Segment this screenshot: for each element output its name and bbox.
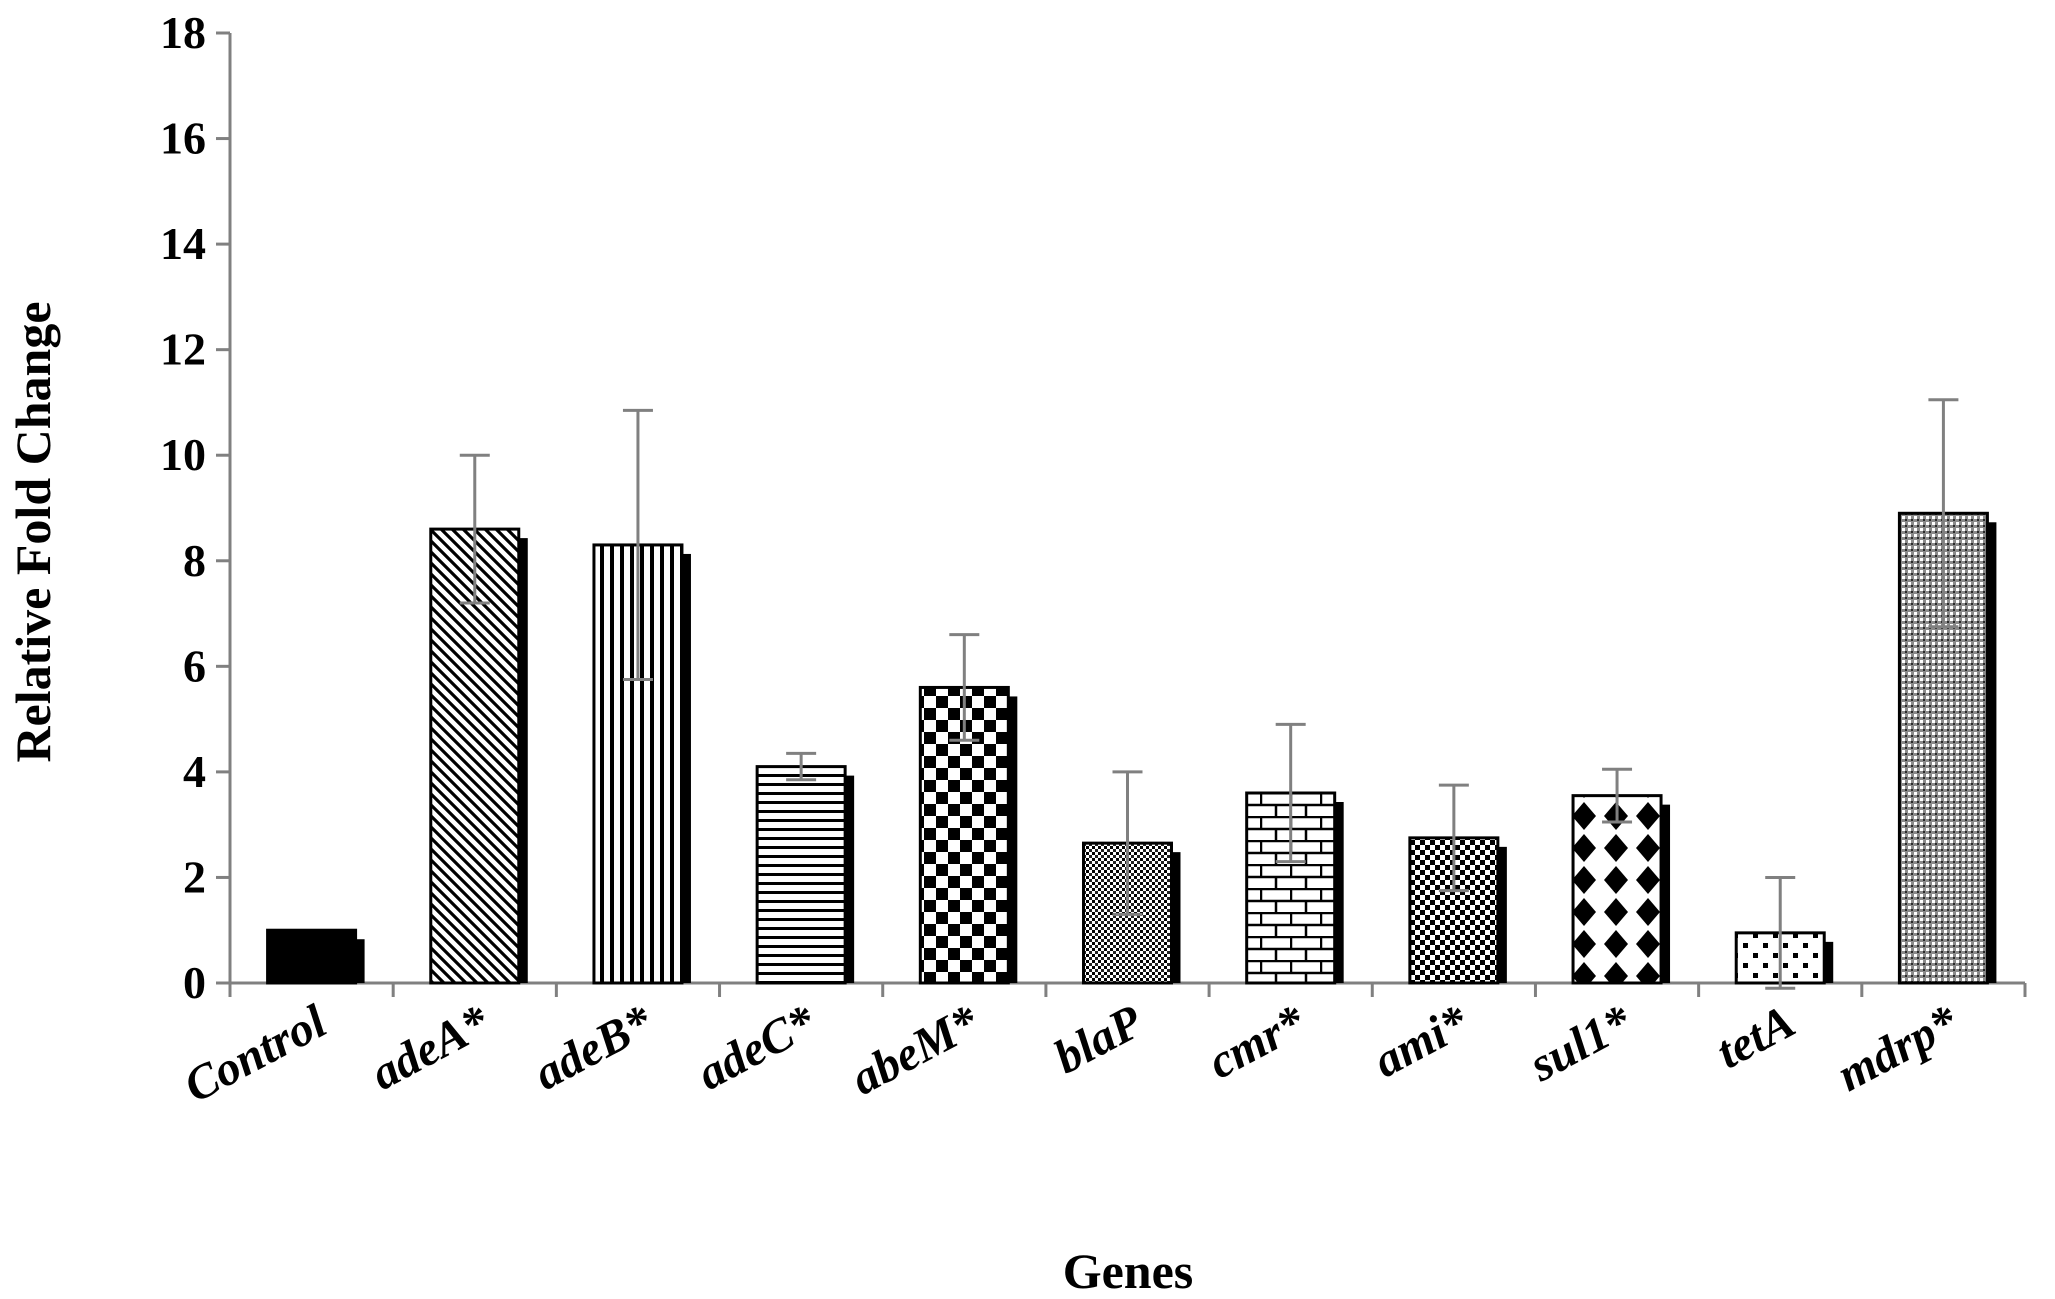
y-tick-label: 6 (183, 640, 206, 691)
y-tick-label: 0 (183, 957, 206, 1008)
bar-adea (429, 527, 521, 985)
y-tick-label: 12 (160, 324, 206, 375)
x-tick-label: mdrp* (1829, 994, 1968, 1101)
bar-sul1 (1571, 794, 1663, 985)
bar-adeb (592, 543, 684, 985)
error-bars (459, 398, 1959, 990)
y-axis: 0 2 4 6 8 10 12 14 16 18 (160, 7, 232, 1008)
y-tick-label: 10 (160, 429, 206, 480)
x-axis (228, 981, 2027, 997)
y-tick-label: 16 (160, 113, 206, 164)
y-tick-label: 4 (183, 746, 206, 797)
x-tick-label: sul1* (1520, 994, 1641, 1092)
y-tick-label: 8 (183, 535, 206, 586)
y-axis-title: Relative Fold Change (5, 301, 61, 762)
x-tick-label: Control (176, 995, 336, 1113)
x-tick-label: adeB* (526, 994, 662, 1100)
x-tick-label: abeM* (843, 994, 989, 1105)
x-tick-label: cmr* (1199, 994, 1314, 1089)
x-tick-label: ami* (1365, 994, 1478, 1088)
x-tick-label: blaP (1046, 995, 1152, 1085)
x-axis-title: Genes (1063, 1243, 1194, 1299)
x-tick-label: adeA* (362, 994, 498, 1100)
y-tick-label: 14 (160, 218, 206, 269)
x-tick-label: adeC* (689, 994, 825, 1100)
x-tick-label: tetA (1708, 995, 1804, 1079)
category-labels: Control adeA* adeB* adeC* abeM* blaP cmr* ami* s… (176, 994, 1968, 1113)
bar-adec (755, 765, 847, 985)
bar-control (266, 928, 358, 985)
bars (266, 511, 1997, 985)
y-tick-label: 18 (160, 7, 206, 58)
y-tick-label: 2 (183, 851, 206, 902)
